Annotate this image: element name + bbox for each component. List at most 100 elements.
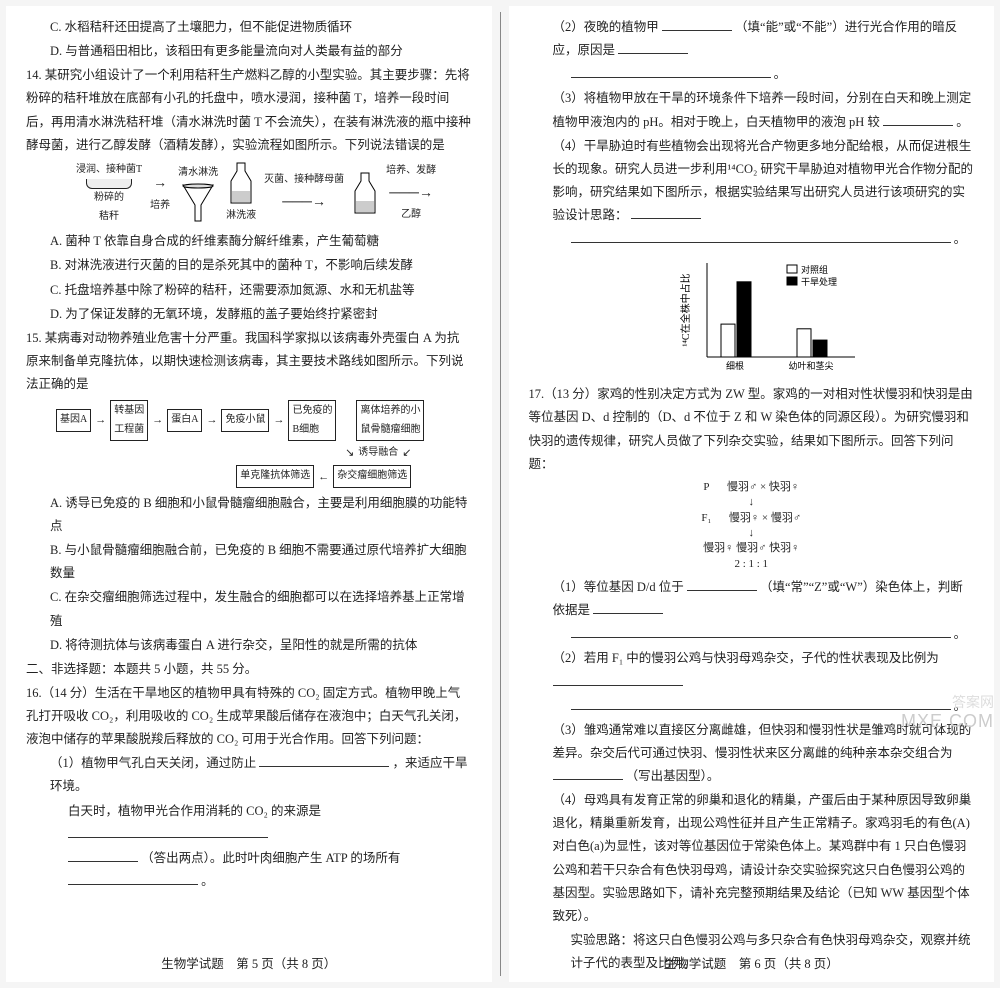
q17-1-cont: 。 [529, 623, 975, 646]
blank [553, 768, 623, 781]
q16-1e: 。 [201, 874, 214, 888]
option-14a: A. 菌种 T 依靠自身合成的纤维素酶分解纤维素，产生葡萄糖 [26, 230, 472, 253]
blank [593, 602, 663, 615]
right-footer: 生物学试题 第 6 页（共 8 页） [509, 953, 995, 976]
cross-p-label: P [703, 480, 709, 495]
arrow-icon: → [153, 171, 167, 197]
blank [883, 113, 953, 126]
cross-f1-label: F₁ [701, 511, 711, 526]
svg-text:对照组: 对照组 [801, 264, 828, 275]
d14-dish-icon [86, 179, 132, 189]
cross-f2: 慢羽♀ 慢羽♂ 快羽♀ [703, 541, 799, 556]
d14-ethanol: 乙醇 [401, 206, 421, 225]
arrow-icon: ───→ [282, 190, 326, 216]
q16-4-cont: 。 [529, 228, 975, 251]
q16-1c: 白天时，植物甲光合作用消耗的 CO₂ 的来源是 [68, 804, 321, 818]
question-17: 17.（13 分）家鸡的性别决定方式为 ZW 型。家鸡的一对相对性状慢羽和快羽是… [529, 383, 975, 476]
question-16: 16.（14 分）生活在干旱地区的植物甲具有特殊的 CO₂ 固定方式。植物甲晚上… [26, 682, 472, 751]
option-14b: B. 对淋洗液进行灭菌的目的是杀死其中的菌种 T，不影响后续发酵 [26, 254, 472, 277]
q17-1: （1）等位基因 D/d 位于 （填“常”“Z”或“W”）染色体上，判断依据是 [529, 576, 975, 622]
d14-straw2: 秸秆 [99, 208, 119, 227]
q16-3b: 。 [956, 115, 969, 129]
q17-4: （4）母鸡具有发育正常的卵巢和退化的精巢，产蛋后由于某种原因导致卵巢退化，精巢重… [529, 789, 975, 928]
diagram-14: 浸润、接种菌T 粉碎的 秸秆 → 培养 清水淋洗 [76, 161, 472, 227]
page-container: C. 水稻秸秆还田提高了土壤肥力，但不能促进物质循环 D. 与普通稻田相比，该稻… [0, 0, 1000, 988]
d14-soak-label: 浸润、接种菌T [76, 161, 142, 180]
arrow-down-icon: ↓ [749, 495, 755, 510]
cross-ratio: 2 : 1 : 1 [734, 557, 768, 572]
bottle-icon [228, 161, 254, 207]
d14-straw1: 粉碎的 [94, 189, 124, 208]
center-divider [500, 12, 501, 976]
left-footer: 生物学试题 第 5 页（共 8 页） [6, 953, 492, 976]
option-15a: A. 诱导已免疫的 B 细胞和小鼠骨髓瘤细胞融合，主要是利用细胞膜的功能特点 [26, 492, 472, 538]
left-column: C. 水稻秸秆还田提高了土壤肥力，但不能促进物质循环 D. 与普通稻田相比，该稻… [6, 6, 492, 982]
q16-2a: （2）夜晚的植物甲 [553, 20, 659, 34]
d15-tumor: 离体培养的小 鼠骨髓瘤细胞 [356, 400, 424, 441]
arrow-down-icon: ↘ [345, 443, 354, 463]
blank [553, 673, 683, 686]
blank [687, 579, 757, 592]
option-15d: D. 将待测抗体与该病毒蛋白 A 进行杂交，呈阳性的就是所需的抗体 [26, 634, 472, 657]
d15-geneA: 基因A [56, 409, 91, 432]
svg-text:干旱处理: 干旱处理 [801, 276, 837, 287]
question-15: 15. 某病毒对动物养殖业危害十分严重。我国科学家拟以该病毒外壳蛋白 A 为抗原… [26, 327, 472, 396]
cross-diagram: P 慢羽♂ × 快羽♀ ↓ F₁ 慢羽♀ × 慢羽♂ ↓ 慢羽♀ 慢羽♂ 快羽♀… [641, 480, 861, 572]
arrow-icon: ← [318, 467, 329, 487]
d14-ferment: 培养、发酵 [386, 162, 436, 181]
d14-wash: 淋洗液 [226, 207, 256, 226]
svg-text:幼叶和茎尖: 幼叶和茎尖 [788, 360, 833, 371]
option-15c: C. 在杂交瘤细胞筛选过程中，发生融合的细胞都可以在选择培养基上正常增殖 [26, 586, 472, 632]
svg-text:¹⁴C在全株中占比: ¹⁴C在全株中占比 [679, 274, 692, 347]
d15-screen: 杂交瘤细胞筛选 [333, 465, 411, 488]
blank [631, 207, 701, 220]
q17-1a: （1）等位基因 D/d 位于 [553, 580, 684, 594]
arrow-down-icon: ↓ [749, 526, 755, 541]
option-c: C. 水稻秸秆还田提高了土壤肥力，但不能促进物质循环 [26, 16, 472, 39]
arrow-icon: → [206, 410, 217, 430]
d15-bcell: 已免疫的 B细胞 [288, 400, 336, 441]
d15-mono: 单克隆抗体筛选 [236, 465, 314, 488]
blank [571, 231, 951, 244]
arrow-down-icon: ↙ [402, 443, 411, 463]
arrow-icon: ───→ [389, 181, 433, 207]
q16-1: （1）植物甲气孔白天关闭，通过防止 ，来适应干旱环境。 [26, 752, 472, 798]
d14-sterilize: 灭菌、接种酵母菌 [264, 171, 344, 190]
q16-2c: 。 [774, 67, 787, 81]
d15-immune: 免疫小鼠 [221, 409, 269, 432]
arrow-icon: → [273, 410, 284, 430]
blank [259, 755, 389, 768]
blank [618, 42, 688, 55]
q16-2-cont: 。 [529, 63, 975, 86]
q16-1d-line: （答出两点）。此时叶肉细胞产生 ATP 的场所有 。 [26, 847, 472, 893]
q16-3: （3）将植物甲放在干旱的环境条件下培养一段时间，分别在白天和晚上测定植物甲液泡内… [529, 87, 975, 133]
blank [68, 849, 138, 862]
q16-1a: （1）植物甲气孔白天关闭，通过防止 [50, 756, 256, 770]
arrow-icon: → [95, 410, 106, 430]
q17-1c: 。 [954, 627, 967, 641]
blank [571, 626, 951, 639]
q17-2a: （2）若用 F₁ 中的慢羽公鸡与快羽母鸡杂交，子代的性状表现及比例为 [553, 651, 939, 665]
svg-text:细根: 细根 [725, 360, 743, 371]
blank [571, 697, 951, 710]
blank [571, 66, 771, 79]
blank [68, 825, 268, 838]
d15-protA: 蛋白A [167, 409, 202, 432]
option-14d: D. 为了保证发酵的无氧环境，发酵瓶的盖子要始终拧紧密封 [26, 303, 472, 326]
blank [662, 19, 732, 32]
diagram-15: 基因A → 转基因 工程菌 → 蛋白A → 免疫小鼠 → 已免疫的 B细胞 离体… [56, 400, 472, 488]
bottle-icon [352, 171, 378, 217]
cross-f1: 慢羽♀ × 慢羽♂ [729, 511, 801, 526]
right-column: （2）夜晚的植物甲 （填“能”或“不能”）进行光合作用的暗反应，原因是 。 （3… [509, 6, 995, 982]
d15-fuse: 诱导融合 [358, 444, 398, 463]
section-2-title: 二、非选择题：本题共 5 小题，共 55 分。 [26, 658, 472, 681]
watermark-2: MXE.COM [901, 705, 994, 738]
q17-3b: （写出基因型）。 [626, 769, 720, 783]
cross-p: 慢羽♂ × 快羽♀ [727, 480, 799, 495]
q16-1c-line: 白天时，植物甲光合作用消耗的 CO₂ 的来源是 [26, 800, 472, 846]
q16-4b: 。 [954, 232, 967, 246]
arrow-icon: → [152, 410, 163, 430]
q16-1d: （答出两点）。此时叶肉细胞产生 ATP 的场所有 [141, 851, 400, 865]
question-14: 14. 某研究小组设计了一个利用秸秆生产燃料乙醇的小型实验。其主要步骤：先将粉碎… [26, 64, 472, 157]
option-14c: C. 托盘培养基中除了粉碎的秸秆，还需要添加氮源、水和无机盐等 [26, 279, 472, 302]
